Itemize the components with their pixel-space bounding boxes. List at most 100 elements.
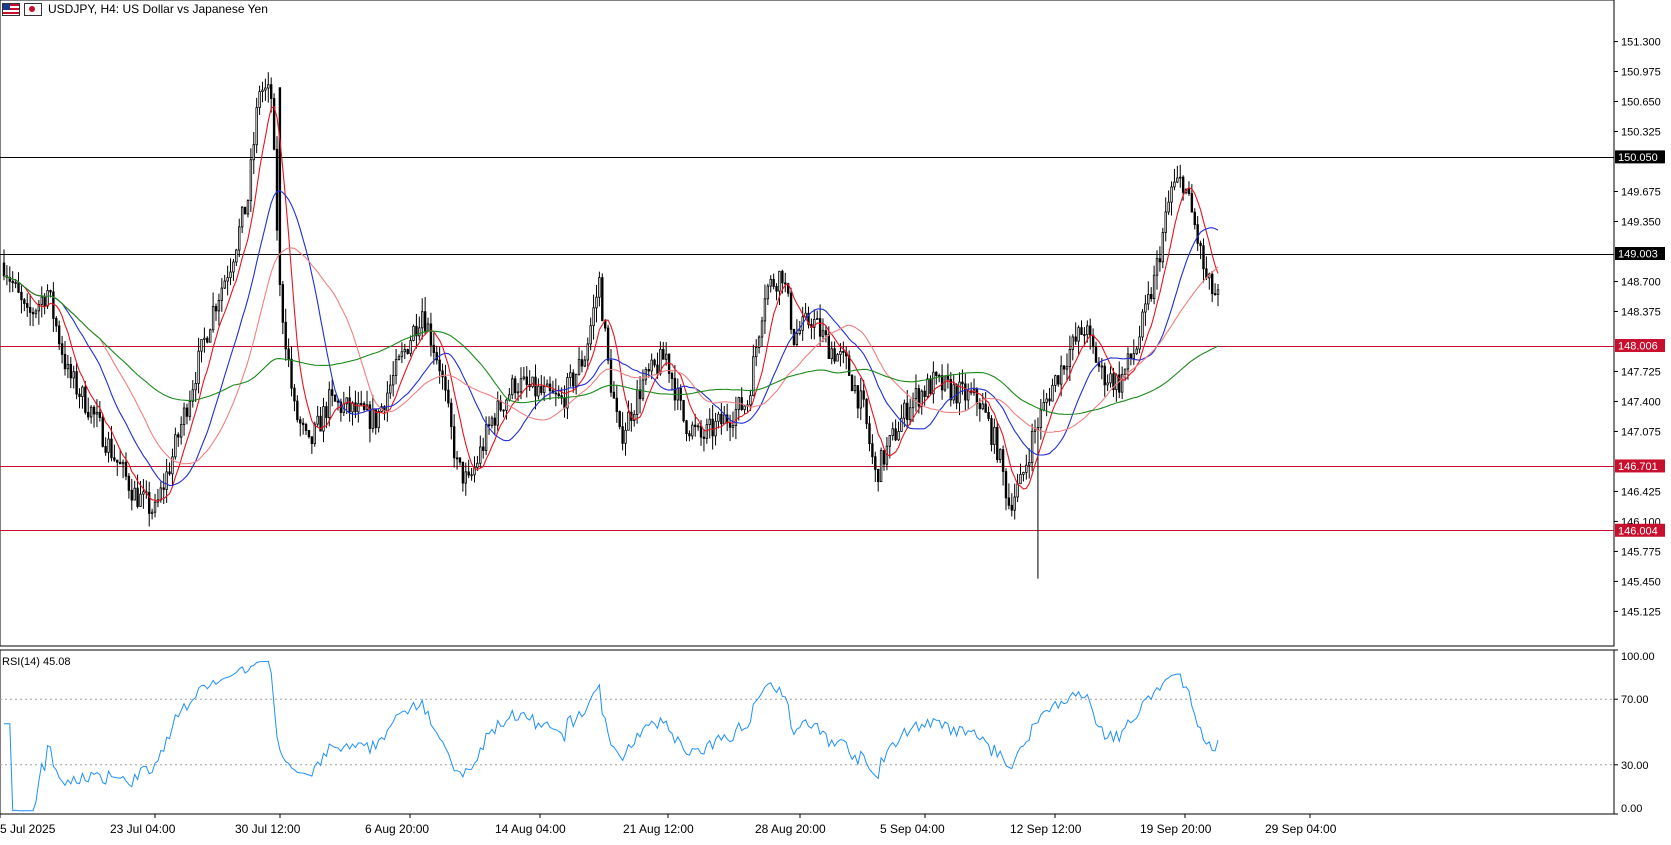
- candle-body: [984, 403, 987, 413]
- price-tick-label: 146.425: [1621, 486, 1661, 498]
- candle-body: [682, 399, 685, 422]
- candle: [743, 404, 746, 415]
- price-tick-label: 148.375: [1621, 306, 1661, 318]
- candle: [1161, 227, 1165, 269]
- candle-body: [583, 359, 587, 367]
- rsi-tick-label: 70.00: [1621, 694, 1649, 706]
- candle-body: [409, 340, 412, 354]
- candle: [1004, 468, 1008, 511]
- candle-body: [638, 389, 642, 400]
- candle-body: [1126, 353, 1130, 370]
- candle-body: [519, 378, 523, 393]
- candle-body: [104, 445, 107, 453]
- candle: [287, 338, 290, 368]
- candle-body: [728, 422, 732, 428]
- candle: [185, 403, 189, 425]
- candle: [1132, 339, 1135, 365]
- price-tick-label: 149.350: [1621, 216, 1661, 228]
- candle-body: [702, 436, 706, 439]
- candle-body: [14, 282, 17, 284]
- candle-body: [188, 400, 192, 417]
- candle-body: [749, 395, 752, 406]
- candle-body: [66, 363, 70, 370]
- candle-body: [664, 353, 668, 360]
- candle-body: [418, 327, 421, 337]
- candle: [1187, 181, 1191, 196]
- candle: [275, 136, 279, 241]
- candle: [232, 258, 235, 281]
- candle: [627, 400, 630, 431]
- candle: [249, 148, 253, 212]
- candle-body: [118, 461, 122, 465]
- candle-body: [252, 144, 255, 161]
- candle-body: [964, 383, 967, 401]
- candle-body: [987, 411, 990, 419]
- candle: [1094, 341, 1098, 363]
- candle: [920, 389, 923, 415]
- candle: [664, 342, 668, 366]
- price-tick-label: 145.125: [1621, 606, 1661, 618]
- chart-header: USDJPY, H4: US Dollar vs Japanese Yen: [0, 0, 268, 18]
- time-axis: 5 Jul 2025 23 Jul 04:00 30 Jul 12:00 6 Aug …: [0, 814, 1337, 836]
- candle-body: [1016, 483, 1019, 498]
- candle: [717, 411, 720, 429]
- candle: [795, 319, 799, 347]
- candle-body: [351, 402, 354, 413]
- candle: [1057, 374, 1060, 387]
- candle: [906, 389, 909, 429]
- candle: [8, 266, 12, 293]
- candle-body: [1120, 373, 1124, 393]
- candle-body: [1086, 325, 1089, 335]
- candle-body: [162, 487, 165, 490]
- candle: [455, 450, 459, 470]
- candle: [731, 411, 735, 438]
- candle: [1062, 365, 1066, 375]
- candle-body: [452, 426, 456, 459]
- candle-body: [8, 277, 12, 282]
- candle-body: [397, 356, 401, 360]
- candle: [52, 282, 55, 333]
- candle: [1097, 357, 1101, 372]
- time-tick-label: 12 Sep 12:00: [1010, 822, 1082, 836]
- candle-body: [903, 402, 906, 419]
- candle-body: [816, 318, 819, 320]
- candle-body: [240, 206, 244, 228]
- price-axis: 151.300 150.975 150.650 150.325 150.050 149.6…: [1614, 37, 1665, 618]
- candle: [171, 448, 174, 486]
- candle: [1042, 389, 1045, 412]
- candle: [845, 346, 848, 370]
- candle: [1173, 168, 1176, 191]
- candle-body: [37, 304, 41, 312]
- candle: [493, 413, 497, 435]
- candle-body: [473, 466, 476, 476]
- candle-body: [1210, 273, 1214, 295]
- price-label-box: [1615, 247, 1665, 261]
- candle: [1016, 473, 1019, 503]
- candle-body: [1115, 374, 1118, 391]
- candle: [28, 293, 32, 326]
- candle-body: [226, 277, 229, 282]
- candle: [534, 364, 537, 410]
- candle-body: [670, 373, 674, 379]
- candle: [755, 339, 758, 367]
- candle-body: [1045, 398, 1048, 403]
- candle: [412, 324, 415, 342]
- candle: [1196, 216, 1199, 251]
- candle-body: [55, 318, 58, 327]
- candle: [269, 77, 273, 113]
- candle: [290, 346, 293, 397]
- candle-body: [606, 327, 610, 361]
- candle-body: [89, 406, 93, 418]
- candle-body: [60, 343, 64, 355]
- candle-body: [328, 389, 331, 419]
- candle: [1100, 358, 1104, 380]
- candle-body: [1089, 325, 1092, 336]
- candle: [876, 468, 880, 492]
- candle: [1123, 368, 1127, 381]
- candle: [261, 81, 264, 103]
- candle-body: [322, 406, 325, 432]
- candle: [769, 275, 772, 293]
- candle: [168, 462, 171, 476]
